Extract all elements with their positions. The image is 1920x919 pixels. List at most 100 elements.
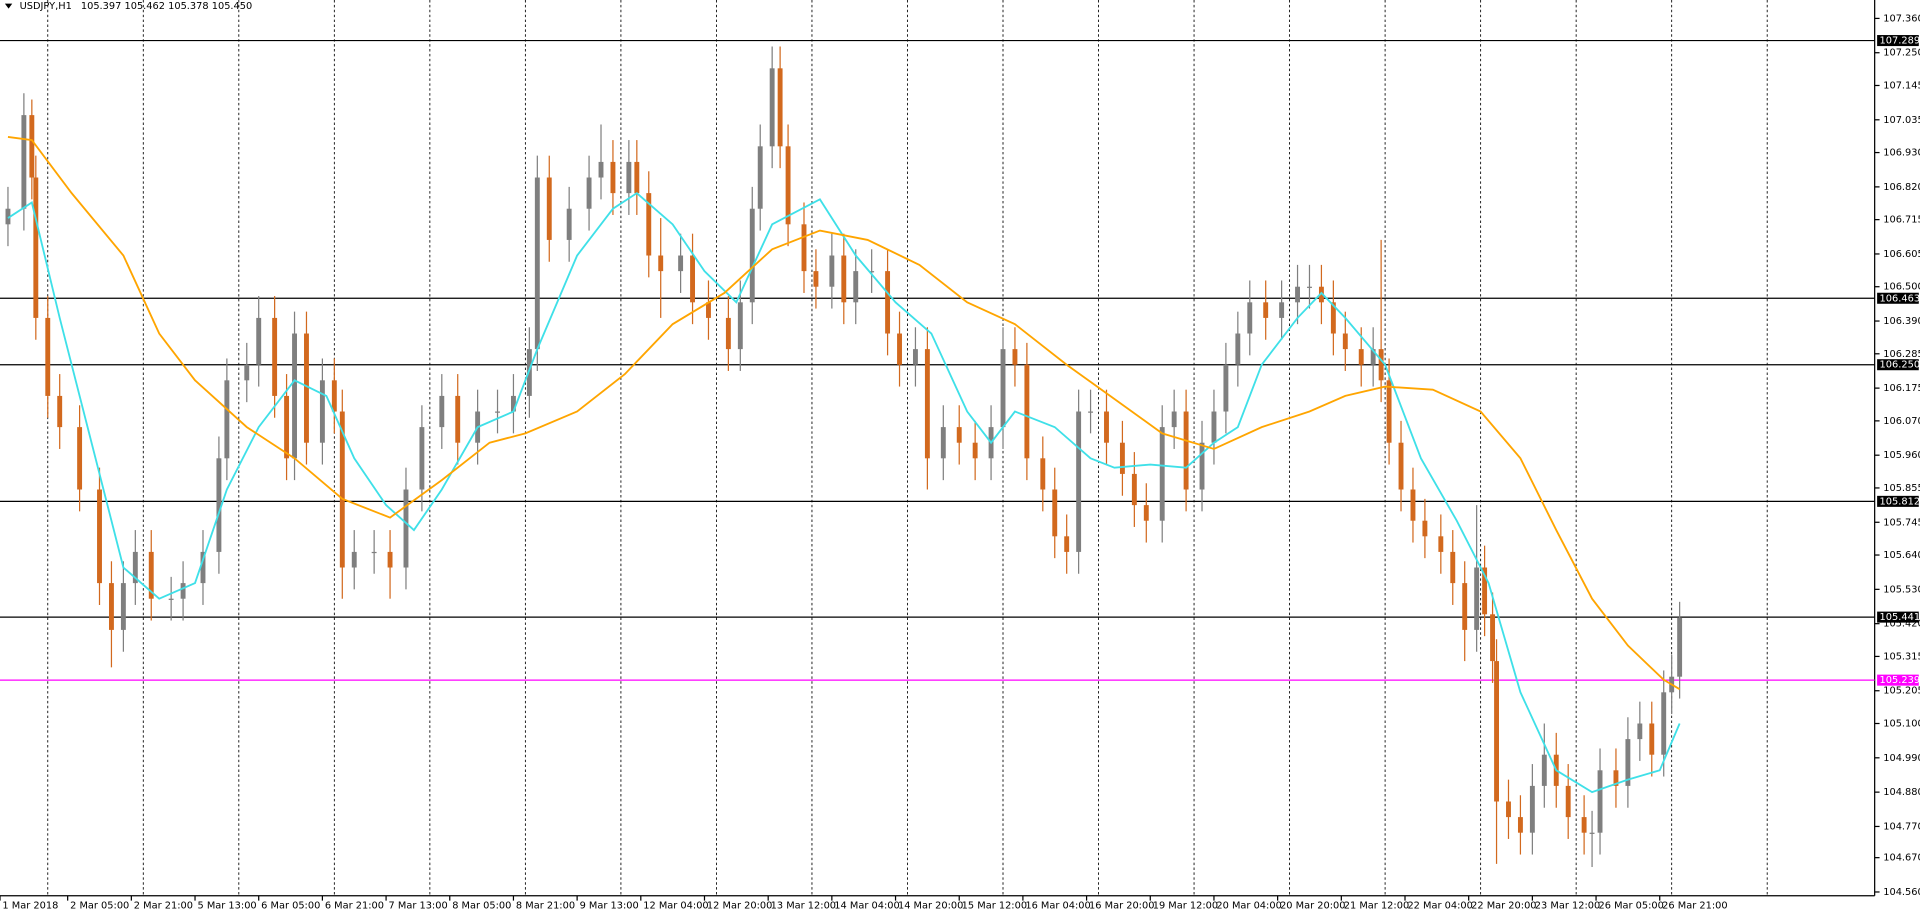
- candle-body: [1064, 536, 1070, 552]
- candle-body: [769, 68, 775, 147]
- candle-body: [785, 146, 791, 225]
- candle-body: [1506, 801, 1511, 818]
- candle-body: [331, 380, 337, 412]
- candle-body: [1318, 286, 1324, 303]
- candle-body: [841, 255, 847, 303]
- y-tick-label: 105.100: [1883, 719, 1920, 730]
- x-tick-label: 2 Mar 21:00: [134, 901, 193, 912]
- candle-body: [1235, 333, 1241, 365]
- candle-body: [1565, 785, 1571, 818]
- candle-body: [439, 395, 445, 428]
- candle-body: [1159, 427, 1165, 521]
- y-tick-label: 107.035: [1883, 115, 1920, 126]
- candle-body: [853, 271, 859, 303]
- y-tick-label: 105.315: [1883, 651, 1920, 662]
- candle-body: [777, 68, 783, 147]
- moving-average: [7, 136, 1681, 690]
- x-tick-label: 14 Mar 20:00: [898, 901, 963, 912]
- y-tick-label: 105.855: [1883, 483, 1920, 494]
- candle-body: [737, 302, 743, 350]
- candle-body: [292, 333, 297, 459]
- candle-body: [1386, 380, 1392, 443]
- candle-body: [29, 115, 35, 178]
- candle-body: [1597, 770, 1603, 833]
- candle-body: [1052, 489, 1058, 537]
- candle-body: [1171, 411, 1177, 428]
- candle-body: [1143, 505, 1149, 521]
- candle-body: [77, 427, 83, 490]
- candle-body: [256, 317, 262, 365]
- candle-body: [1378, 349, 1384, 381]
- x-tick-label: 1 Mar 2018: [2, 901, 58, 912]
- candle-body: [495, 411, 500, 413]
- x-tick-label: 6 Mar 05:00: [261, 901, 320, 912]
- moving-average: [7, 191, 1681, 794]
- candle-body: [912, 349, 918, 365]
- x-tick-label: 15 Mar 12:00: [962, 901, 1027, 912]
- candle-body: [885, 271, 891, 334]
- x-tick-label: 19 Mar 12:00: [1153, 901, 1218, 912]
- candle-body: [403, 489, 409, 568]
- candle-body: [371, 551, 377, 554]
- candle-body: [924, 349, 930, 459]
- x-tick-label: 21 Mar 12:00: [1344, 901, 1409, 912]
- candle-body: [108, 583, 114, 630]
- candle-body: [120, 583, 126, 630]
- candle-body: [1223, 364, 1229, 412]
- y-tick-label: 107.360: [1883, 13, 1920, 24]
- x-tick-label: 22 Mar 20:00: [1471, 901, 1536, 912]
- candle-body: [1410, 489, 1416, 521]
- y-tick-label: 104.990: [1883, 753, 1920, 764]
- level-label-box: [1877, 35, 1919, 47]
- y-tick-label: 106.500: [1883, 282, 1920, 293]
- y-tick-label: 104.670: [1883, 853, 1920, 864]
- candle-body: [97, 489, 102, 584]
- x-tick-label: 13 Mar 12:00: [771, 901, 836, 912]
- y-tick-label: 107.145: [1883, 80, 1920, 91]
- x-tick-label: 16 Mar 04:00: [1025, 901, 1090, 912]
- candle-body: [1422, 520, 1428, 537]
- y-tick-label: 105.745: [1883, 517, 1920, 528]
- candle-body: [1474, 567, 1480, 630]
- candle-body: [1661, 692, 1667, 755]
- candle-body: [1494, 661, 1499, 802]
- candle-body: [1024, 364, 1030, 459]
- candle-body: [1438, 536, 1444, 552]
- candle-body: [57, 395, 63, 428]
- x-tick-label: 20 Mar 20:00: [1280, 901, 1345, 912]
- level-label-box: [1877, 495, 1919, 507]
- level-label-box: [1877, 611, 1919, 623]
- level-label: 105.239: [1880, 675, 1920, 686]
- candle-body: [1517, 817, 1523, 833]
- candle-body: [284, 395, 290, 459]
- x-tick-label: 12 Mar 20:00: [707, 901, 772, 912]
- candle-body: [646, 193, 652, 256]
- candle-body: [1490, 614, 1496, 662]
- x-tick-label: 12 Mar 04:00: [643, 901, 708, 912]
- candle-body: [1040, 458, 1046, 490]
- candle-body: [304, 333, 309, 443]
- candle-body: [510, 395, 516, 412]
- candle-body: [725, 317, 731, 350]
- candle-body: [678, 255, 684, 272]
- x-tick-label: 2 Mar 05:00: [70, 901, 129, 912]
- level-label: 107.289: [1880, 36, 1920, 47]
- collapse-icon[interactable]: [4, 3, 13, 9]
- x-tick-label: 8 Mar 05:00: [452, 901, 511, 912]
- level-label-box: [1877, 292, 1919, 304]
- candle-body: [1613, 770, 1619, 786]
- candle-body: [180, 583, 186, 599]
- x-tick-label: 6 Mar 21:00: [325, 901, 384, 912]
- y-tick-label: 105.640: [1883, 550, 1920, 561]
- candle-body: [1088, 411, 1094, 413]
- candle-body: [1625, 739, 1631, 786]
- x-tick-label: 22 Mar 04:00: [1407, 901, 1472, 912]
- candle-body: [829, 255, 835, 287]
- candle-body: [706, 302, 711, 318]
- x-tick-label: 8 Mar 21:00: [516, 901, 575, 912]
- y-tick-label: 106.715: [1883, 215, 1920, 226]
- level-label: 105.812: [1880, 496, 1920, 507]
- candle-body: [749, 208, 755, 303]
